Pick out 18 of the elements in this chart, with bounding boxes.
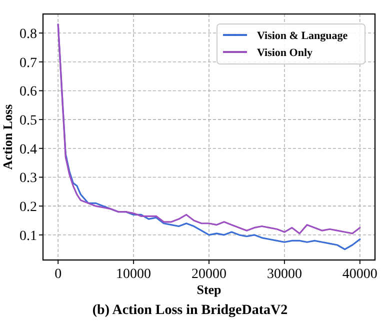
y-tick-label: 0.3 <box>20 171 37 186</box>
y-tick-label: 0.4 <box>20 142 37 158</box>
x-axis-title: Step <box>196 282 222 297</box>
x-tick-label: 0 <box>54 267 62 282</box>
x-tick-label: 40000 <box>342 267 378 282</box>
text: (b) Action Loss in BridgeDataV2 <box>92 303 288 318</box>
y-tick-label: 0.1 <box>20 228 37 244</box>
y-tick-label: 0.8 <box>20 26 37 42</box>
y-tick-label: 0.6 <box>20 84 37 100</box>
y-axis-title: Action Loss <box>0 104 15 170</box>
x-tick-label: 30000 <box>266 267 302 282</box>
y-tick-label: 0.2 <box>20 200 37 215</box>
x-tick-label: 10000 <box>116 267 152 282</box>
legend-label: Vision & Language <box>257 30 348 42</box>
legend-label: Vision Only <box>257 46 314 59</box>
y-tick-label: 0.7 <box>20 56 37 71</box>
y-tick-label: 0.5 <box>20 113 37 128</box>
x-tick-label: 20000 <box>192 267 226 282</box>
